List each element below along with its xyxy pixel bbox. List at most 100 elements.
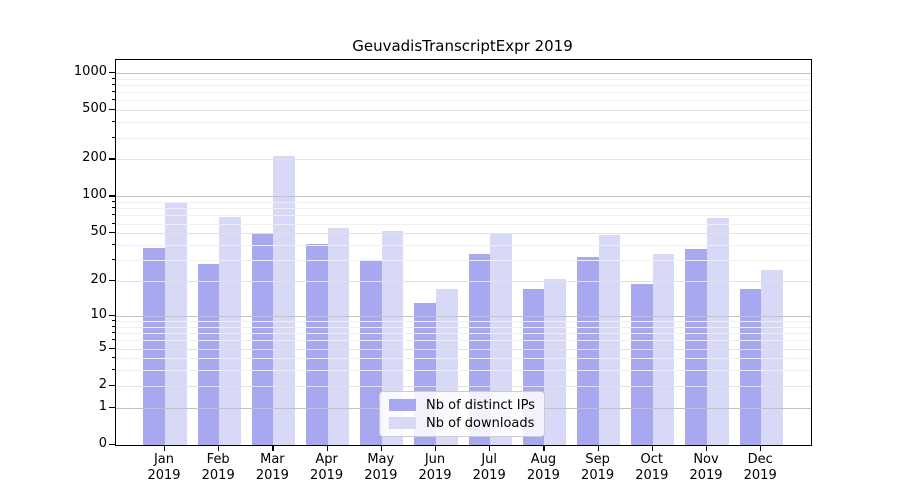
gridline-100 [116, 196, 811, 198]
gridline-3 [116, 370, 811, 372]
bar-downloads-mar [273, 155, 296, 445]
y-tick-label-500: 500 [82, 101, 107, 117]
gridline-90 [116, 202, 811, 204]
x-tick-label-may: May 2019 [364, 452, 398, 483]
y-tick-label-1: 1 [98, 398, 107, 414]
y-minortick-600 [112, 99, 115, 101]
gridline-6 [116, 340, 811, 342]
bar-downloads-dec [761, 269, 783, 445]
bar-distinct-ips-dec [739, 289, 762, 445]
y-tick-label-10: 10 [90, 306, 107, 322]
legend-swatch-distinct-ips [389, 399, 416, 411]
gridline-20 [116, 281, 811, 283]
y-minortick-4 [112, 357, 115, 359]
gridline-9 [116, 321, 811, 322]
bar-distinct-ips-nov [685, 249, 707, 445]
gridline-200 [116, 159, 811, 161]
x-tick-3 [272, 445, 274, 451]
y-minortick-900 [112, 77, 115, 79]
y-tick-500 [109, 109, 115, 111]
gridline-50 [116, 233, 811, 235]
y-tick-label-100: 100 [82, 187, 107, 203]
plot-area [115, 59, 812, 446]
y-minortick-7 [112, 332, 115, 334]
y-tick-20 [109, 280, 115, 282]
y-minortick-3 [112, 369, 115, 371]
y-minortick-60 [112, 222, 115, 224]
x-tick-label-oct: Oct 2019 [635, 452, 669, 483]
y-tick-label-1000: 1000 [73, 63, 107, 79]
gridline-80 [116, 208, 811, 210]
y-tick-2 [109, 384, 115, 387]
bar-distinct-ips-sep [576, 256, 599, 445]
y-tick-label-20: 20 [90, 272, 107, 288]
y-tick-1000 [109, 71, 115, 74]
bar-distinct-ips-mar [251, 233, 274, 445]
y-tick-5 [109, 347, 115, 349]
y-minortick-90 [112, 201, 115, 203]
bar-distinct-ips-apr [305, 243, 328, 445]
x-tick-8 [543, 445, 545, 451]
y-tick-label-2: 2 [98, 376, 107, 392]
legend-label-downloads: Nb of downloads [426, 415, 535, 431]
y-tick-label-5: 5 [98, 339, 107, 355]
chart-title: GeuvadisTranscriptExpr 2019 [352, 37, 573, 55]
x-tick-10 [651, 445, 653, 451]
y-minortick-400 [112, 121, 115, 123]
y-tick-label-0: 0 [98, 436, 107, 451]
gridline-500 [116, 110, 811, 112]
x-tick-12 [760, 445, 762, 451]
x-tick-label-jun: Jun 2019 [418, 452, 452, 483]
bar-downloads-apr [327, 228, 350, 445]
y-minortick-8 [112, 325, 115, 327]
x-tick-label-dec: Dec 2019 [743, 452, 777, 483]
x-tick-2 [218, 445, 220, 451]
y-tick-1 [109, 406, 115, 408]
legend-item-distinct-ips: Nb of distinct IPs [380, 398, 544, 413]
x-tick-4 [326, 445, 328, 451]
x-tick-label-nov: Nov 2019 [689, 452, 723, 483]
x-tick-label-jan: Jan 2019 [147, 452, 181, 483]
x-tick-label-jul: Jul 2019 [472, 452, 506, 483]
gridline-10 [116, 315, 811, 317]
x-tick-6 [435, 445, 437, 451]
x-tick-9 [597, 445, 599, 451]
y-minortick-9 [112, 320, 115, 321]
x-tick-label-aug: Aug 2019 [526, 452, 560, 483]
bar-downloads-nov [707, 217, 729, 445]
y-minortick-700 [112, 91, 115, 93]
gridline-800 [116, 84, 811, 86]
y-minortick-300 [112, 136, 115, 138]
bar-downloads-sep [598, 235, 621, 445]
gridline-4 [116, 358, 811, 360]
y-minortick-80 [112, 207, 115, 209]
bar-downloads-aug [544, 278, 567, 445]
legend-item-downloads: Nb of downloads [380, 416, 544, 431]
x-tick-label-feb: Feb 2019 [201, 452, 235, 483]
gridline-300 [116, 137, 811, 139]
x-tick-1 [164, 445, 166, 451]
y-tick-label-50: 50 [90, 224, 107, 240]
x-tick-label-apr: Apr 2019 [310, 452, 344, 483]
x-tick-5 [380, 445, 382, 451]
x-tick-11 [706, 445, 708, 451]
y-tick-100 [109, 195, 115, 197]
legend-label-distinct-ips: Nb of distinct IPs [426, 397, 535, 413]
gridline-900 [116, 78, 811, 80]
y-tick-50 [109, 232, 115, 234]
gridline-700 [116, 92, 811, 94]
gridline-5 [116, 348, 811, 350]
bar-downloads-jan [165, 202, 187, 445]
y-minortick-30 [112, 259, 115, 261]
gridline-30 [116, 260, 811, 262]
y-minortick-70 [112, 214, 115, 216]
gridline-40 [116, 245, 811, 246]
gridline-70 [116, 215, 811, 217]
y-tick-0 [109, 444, 115, 446]
bar-distinct-ips-feb [197, 263, 220, 445]
bar-distinct-ips-oct [631, 283, 653, 445]
y-tick-200 [109, 158, 115, 160]
y-tick-label-200: 200 [82, 150, 107, 166]
legend: Nb of distinct IPs Nb of downloads [379, 391, 545, 437]
